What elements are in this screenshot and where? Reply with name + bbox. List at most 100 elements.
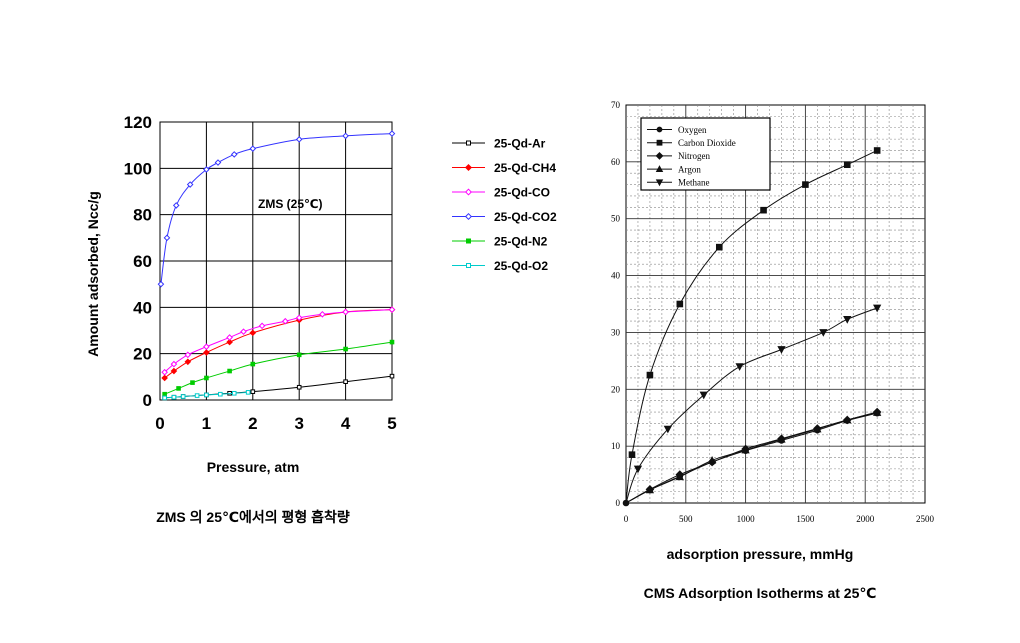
right-x-tick-label: 500 (679, 514, 693, 524)
left-data-point (230, 151, 238, 158)
right-x-tick-label: 2500 (916, 514, 935, 524)
right-y-tick-label: 70 (611, 100, 621, 110)
left-caption: ZMS 의 25℃에서의 평형 흡착량 (156, 509, 350, 525)
right-data-point (777, 346, 786, 354)
left-x-tick-labels: 0 1 2 3 4 5 (155, 414, 396, 433)
left-data-point (170, 367, 178, 375)
left-x-tick-label: 1 (202, 414, 211, 433)
left-data-point (186, 181, 194, 188)
left-data-point (249, 329, 257, 337)
left-y-tick-label: 120 (124, 113, 152, 132)
left-legend-entry: 25-Qd-Ar (452, 137, 546, 151)
left-data-point (389, 373, 395, 379)
right-data-point (819, 329, 828, 337)
left-data-point (343, 346, 348, 352)
left-legend-marker (464, 163, 473, 172)
left-y-tick-label: 40 (133, 298, 152, 317)
right-legend-label: Methane (678, 178, 710, 188)
left-series-25-qd-co (161, 306, 396, 376)
right-legend-entry: Nitrogen (647, 151, 710, 161)
left-legend-label: 25-Qd-Ar (494, 137, 546, 151)
left-data-point (249, 145, 257, 152)
left-data-point (176, 386, 181, 391)
left-legend-marker (466, 238, 471, 244)
left-y-tick-label: 0 (143, 391, 152, 410)
left-data-point (161, 368, 168, 376)
left-series-25-qd-n2 (162, 339, 395, 397)
right-caption: CMS Adsorption Isotherms at 25℃ (644, 585, 877, 601)
right-data-point (873, 408, 882, 416)
left-data-point (250, 389, 256, 394)
right-y-tick-labels: 0 10 20 30 40 50 60 70 (611, 100, 621, 508)
right-data-point (843, 415, 852, 424)
left-legend-label: 25-Qd-N2 (494, 235, 548, 249)
right-legend-entry: Argon (647, 164, 701, 174)
left-data-point (226, 334, 233, 341)
left-data-point (218, 391, 223, 397)
right-x-tick-label: 2000 (856, 514, 875, 524)
left-x-tick-label: 5 (387, 414, 396, 433)
left-data-point (171, 394, 177, 400)
left-legend-entry: 25-Qd-CO2 (452, 210, 557, 224)
right-data-point (735, 363, 744, 371)
left-x-axis-label: Pressure, atm (207, 459, 300, 475)
right-legend-marker (656, 126, 663, 133)
left-legend-label: 25-Qd-CO (494, 186, 550, 200)
right-data-point (676, 300, 684, 308)
right-legend-marker (655, 179, 664, 187)
right-legend-label: Carbon Dioxide (678, 138, 736, 148)
left-y-tick-label: 20 (133, 345, 152, 364)
right-y-tick-label: 40 (611, 271, 621, 281)
left-data-point (226, 338, 233, 346)
right-data-point (873, 304, 882, 313)
right-data-point (777, 434, 786, 443)
left-x-tick-label: 3 (294, 414, 303, 433)
right-gridlines (626, 105, 925, 503)
right-data-point (802, 181, 809, 188)
left-data-point (342, 308, 349, 316)
right-y-tick-label: 50 (611, 214, 621, 224)
left-y-tick-label: 80 (133, 206, 152, 225)
right-x-tick-label: 1000 (737, 514, 756, 524)
left-data-point (184, 358, 192, 366)
cms-isotherm-chart: 0 10 20 30 40 50 60 70 0 500 1000 1500 2000 2500 Oxy… (611, 100, 935, 601)
left-data-point (172, 202, 180, 209)
left-data-point (204, 392, 209, 398)
right-y-tick-label: 30 (611, 327, 621, 337)
left-data-point (258, 322, 266, 330)
left-data-point (295, 314, 303, 322)
right-data-point (633, 465, 643, 474)
right-legend: Oxygen Carbon Dioxide Nitrogen Argon Methane (640, 117, 771, 191)
left-legend-marker (466, 140, 471, 146)
left-series-25-qd-co2 (157, 130, 396, 288)
left-x-tick-label: 2 (248, 414, 257, 433)
left-data-point (162, 395, 167, 401)
left-data-point (204, 375, 209, 381)
left-data-point (194, 393, 200, 398)
right-data-point (843, 161, 851, 168)
right-data-point (715, 243, 723, 251)
left-legend-label: 25-Qd-CH4 (494, 161, 556, 175)
right-data-point (628, 451, 636, 458)
left-y-tick-label: 100 (124, 159, 152, 178)
right-y-tick-label: 0 (616, 498, 621, 508)
right-y-tick-label: 60 (611, 157, 621, 167)
right-data-point (675, 472, 684, 481)
left-data-point (180, 394, 186, 399)
right-x-axis-label: adsorption pressure, mmHg (667, 546, 854, 562)
right-legend-marker (656, 139, 663, 146)
left-data-point (245, 390, 251, 395)
left-series-group (157, 130, 396, 401)
right-data-point (699, 391, 708, 400)
right-data-point (813, 424, 822, 433)
right-x-tick-label: 1500 (796, 514, 815, 524)
right-x-tick-label: 0 (624, 514, 629, 524)
right-series-carbon-dioxide (625, 147, 881, 504)
right-data-point (645, 485, 655, 494)
left-legend-marker (464, 188, 473, 196)
left-data-point (295, 136, 303, 143)
zms-isotherm-chart: 0 20 40 60 80 100 120 0 1 2 3 4 5 ZMS (25℃) Amount … (85, 113, 557, 525)
left-data-point (231, 390, 237, 396)
left-y-tick-labels: 0 20 40 60 80 100 120 (124, 113, 152, 410)
